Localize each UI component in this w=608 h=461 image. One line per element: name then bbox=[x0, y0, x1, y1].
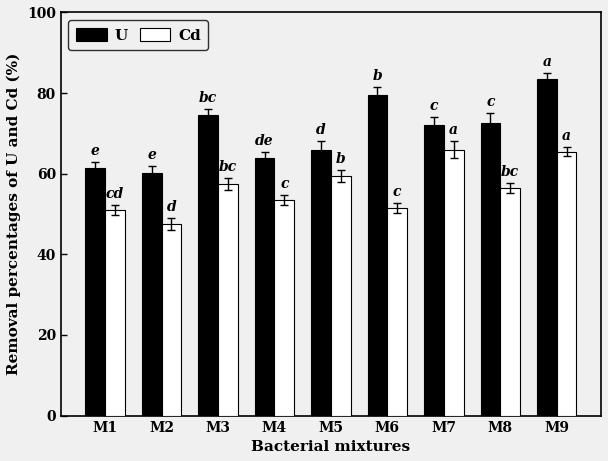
X-axis label: Bacterial mixtures: Bacterial mixtures bbox=[251, 440, 410, 454]
Bar bbox=[368, 95, 387, 416]
Text: e: e bbox=[147, 148, 156, 162]
Bar bbox=[142, 173, 162, 416]
Text: d: d bbox=[167, 200, 176, 214]
Text: d: d bbox=[316, 124, 326, 137]
Bar bbox=[311, 149, 331, 416]
Text: a: a bbox=[542, 55, 551, 69]
Text: e: e bbox=[91, 143, 100, 158]
Text: c: c bbox=[486, 95, 495, 109]
Bar bbox=[198, 115, 218, 416]
Bar bbox=[105, 210, 125, 416]
Bar bbox=[424, 125, 444, 416]
Bar bbox=[331, 176, 351, 416]
Bar bbox=[274, 200, 294, 416]
Bar bbox=[255, 158, 274, 416]
Y-axis label: Removal percentages of U and Cd (%): Removal percentages of U and Cd (%) bbox=[7, 53, 21, 375]
Text: c: c bbox=[280, 177, 289, 191]
Text: de: de bbox=[255, 134, 274, 148]
Bar bbox=[218, 184, 238, 416]
Text: bc: bc bbox=[501, 165, 519, 179]
Text: b: b bbox=[336, 152, 346, 165]
Text: c: c bbox=[430, 99, 438, 113]
Bar bbox=[387, 208, 407, 416]
Text: cd: cd bbox=[106, 187, 124, 201]
Bar bbox=[500, 188, 520, 416]
Text: b: b bbox=[373, 69, 382, 83]
Text: a: a bbox=[562, 129, 571, 142]
Text: bc: bc bbox=[219, 160, 237, 174]
Text: c: c bbox=[393, 185, 401, 199]
Bar bbox=[480, 124, 500, 416]
Text: a: a bbox=[449, 124, 458, 137]
Bar bbox=[444, 149, 463, 416]
Legend: U, Cd: U, Cd bbox=[68, 20, 209, 50]
Bar bbox=[537, 79, 557, 416]
Text: bc: bc bbox=[199, 91, 217, 105]
Bar bbox=[557, 152, 576, 416]
Bar bbox=[162, 224, 181, 416]
Bar bbox=[85, 168, 105, 416]
